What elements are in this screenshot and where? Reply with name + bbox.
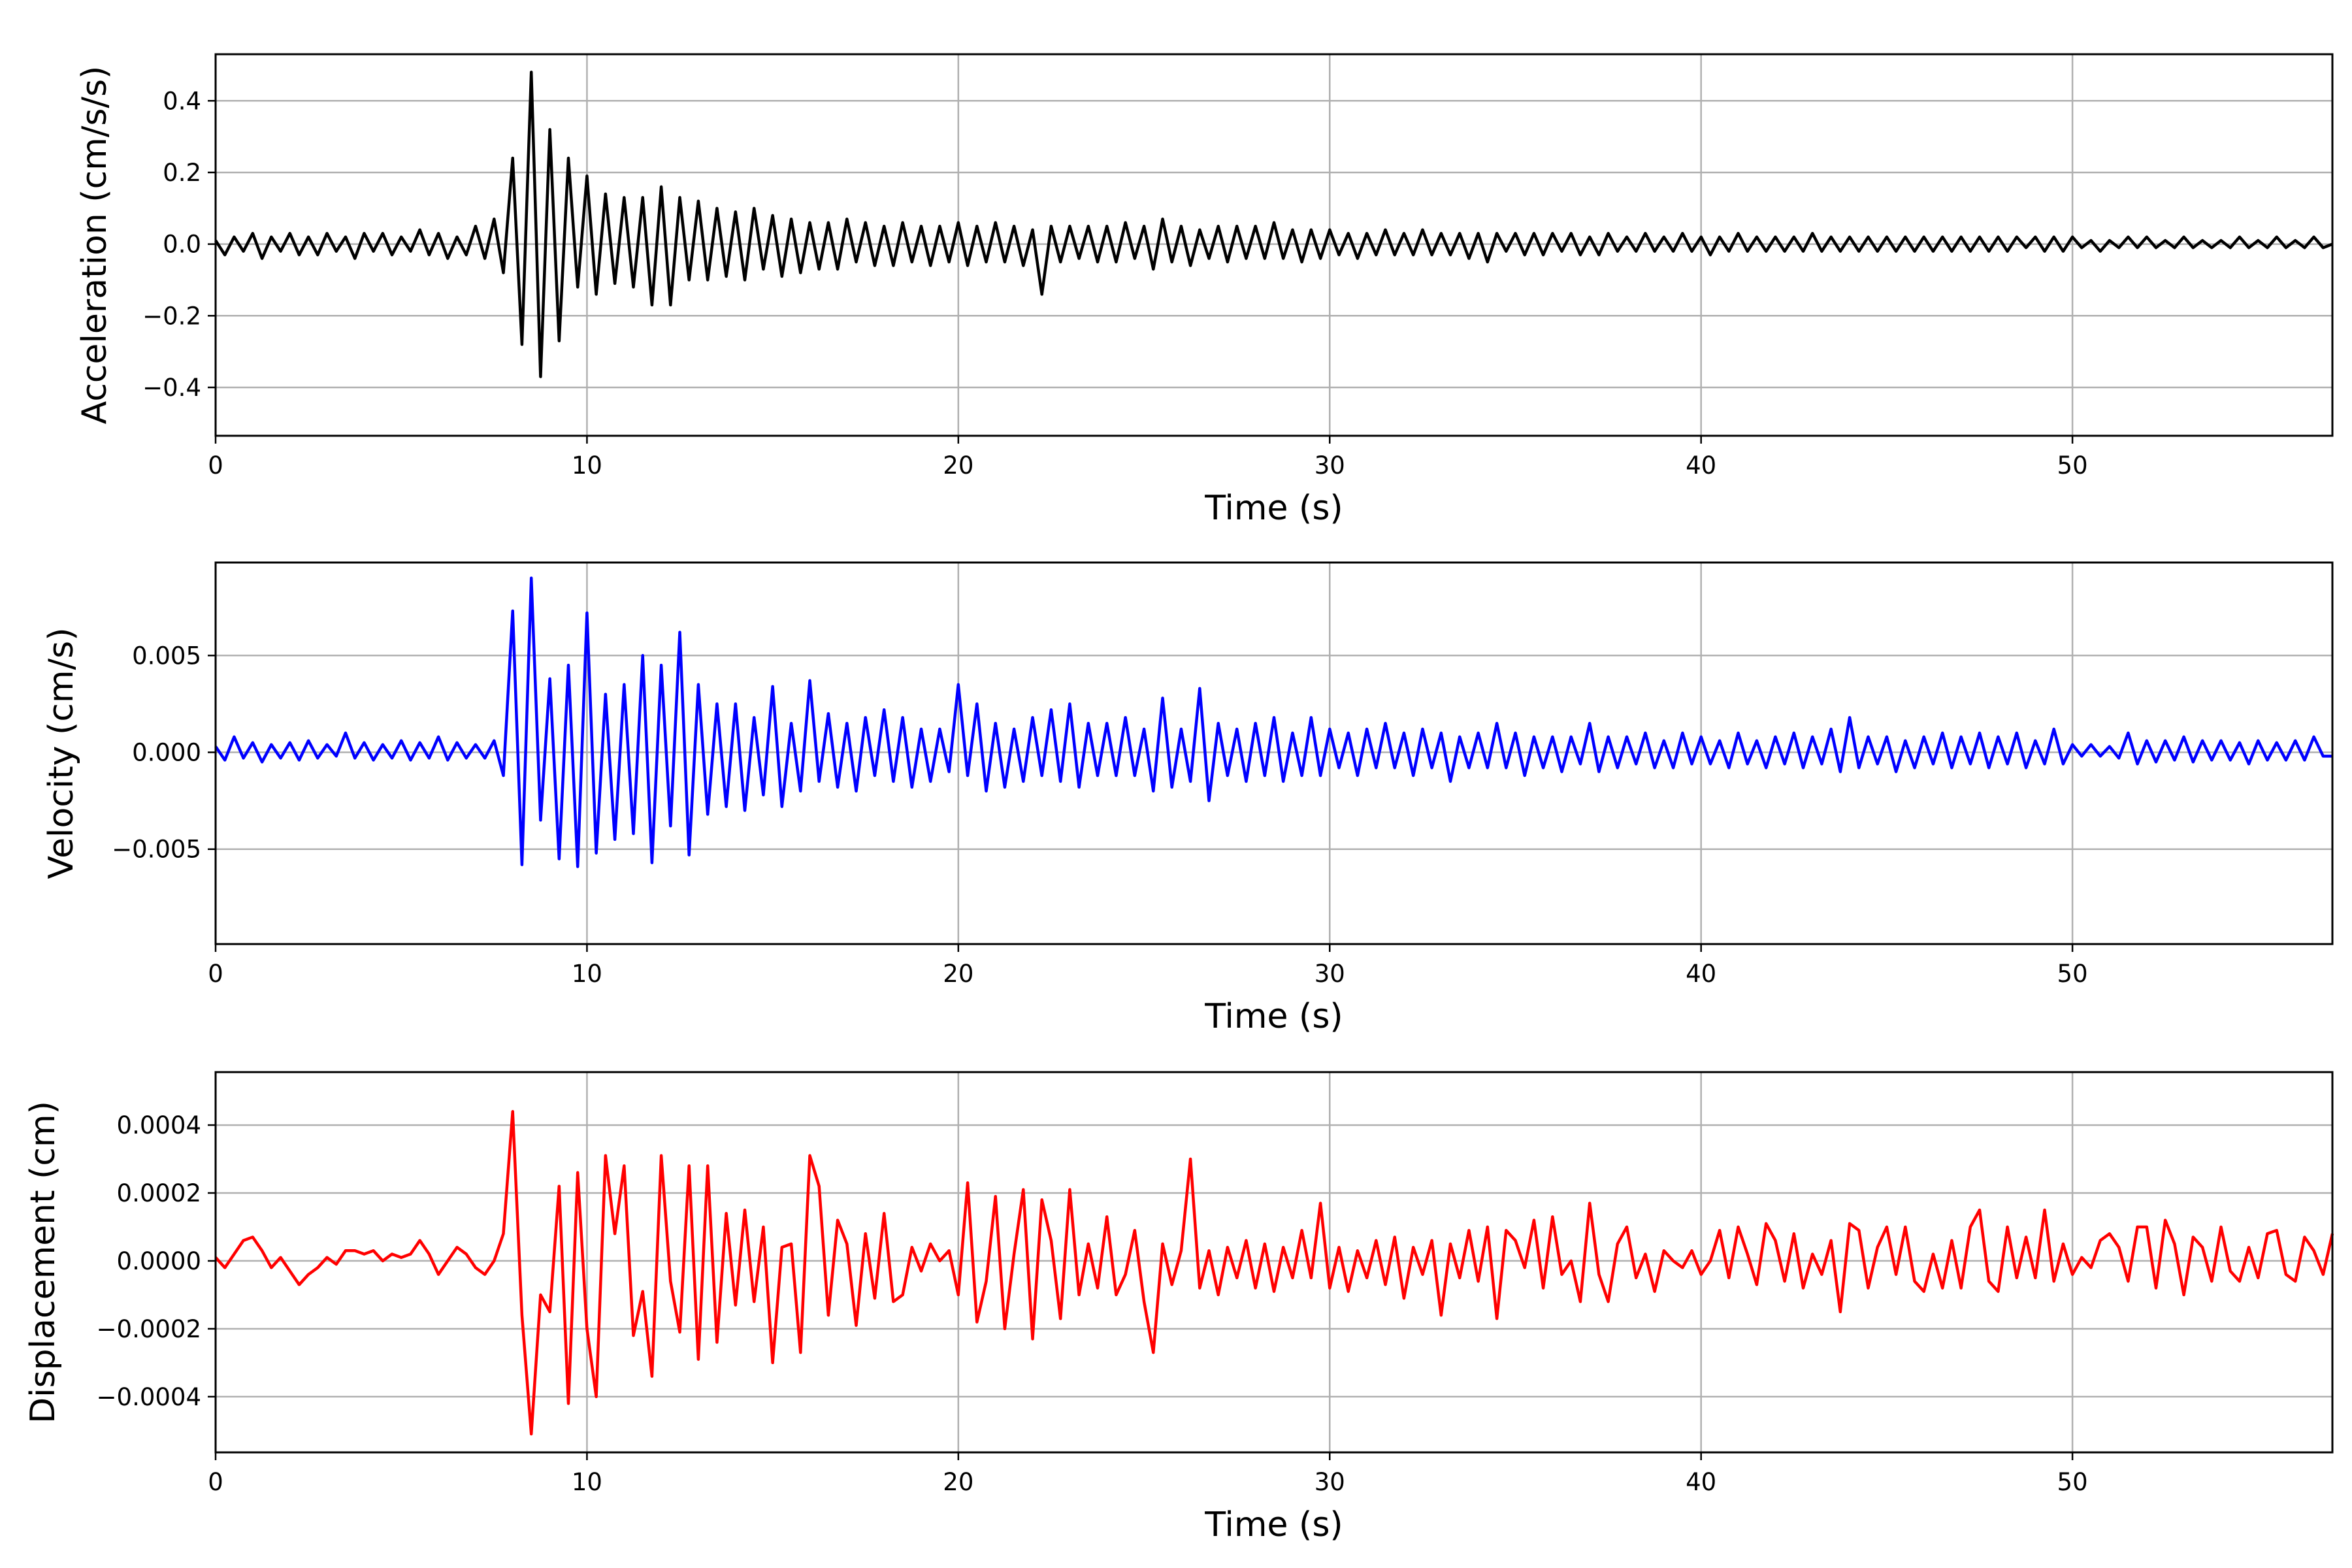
series-line (214, 576, 2332, 868)
x-tick-label: 30 (1315, 1468, 1345, 1496)
y-tick-label: −0.4 (142, 374, 201, 402)
x-tick-label: 50 (2057, 451, 2088, 480)
axes-frame (214, 1071, 2334, 1454)
subplot-2: 0 10 20 30 40 50 −0.005 0.000 0.005 Time (s) Veloc… (42, 561, 2334, 1036)
x-tick-label: 30 (1315, 960, 1345, 988)
x-axis-label: Time (s) (1204, 1505, 1343, 1544)
y-tick-label: −0.005 (112, 836, 201, 864)
x-axis-label: Time (s) (1204, 489, 1343, 528)
y-tick-label: 0.000 (132, 739, 201, 767)
subplot-1: 0 10 20 30 40 50 −0.4 −0.2 0.0 0.2 0.4 Time (s) Acce… (75, 53, 2334, 528)
y-tick-label: 0.4 (163, 87, 201, 115)
x-tick-label: 10 (572, 451, 602, 480)
y-tick-label: 0.0000 (117, 1247, 201, 1275)
y-tick-label: −0.0002 (97, 1315, 201, 1343)
x-tick-label: 40 (1686, 451, 1716, 480)
x-tick-label: 50 (2057, 1468, 2088, 1496)
x-tick-label: 30 (1315, 451, 1345, 480)
y-tick-label: 0.0004 (117, 1111, 201, 1139)
x-tick-label: 0 (208, 451, 223, 480)
x-tick-label: 0 (208, 960, 223, 988)
y-tick-label: 0.005 (132, 642, 201, 670)
x-tick-label: 40 (1686, 1468, 1716, 1496)
x-axis-label: Time (s) (1204, 997, 1343, 1036)
x-tick-label: 20 (943, 1468, 973, 1496)
axes-frame (214, 53, 2334, 437)
y-tick-label: 0.2 (163, 159, 201, 187)
y-axis-label: Velocity (cm/s) (42, 628, 81, 879)
y-tick-label: −0.0004 (97, 1383, 201, 1411)
x-tick-label: 0 (208, 1468, 223, 1496)
y-tick-label: 0.0 (163, 231, 201, 259)
x-tick-label: 20 (943, 960, 973, 988)
series-line (214, 1110, 2334, 1436)
y-tick-label: 0.0002 (117, 1179, 201, 1207)
y-tick-label: −0.2 (142, 302, 201, 330)
x-tick-label: 50 (2057, 960, 2088, 988)
x-tick-label: 20 (943, 451, 973, 480)
subplot-3: 0 10 20 30 40 50 −0.0004 −0.0002 0.0000 0.0002 0.0… (24, 1071, 2334, 1544)
y-axis-label: Displacement (cm) (24, 1101, 63, 1424)
y-axis-label: Acceleration (cm/s/s) (75, 66, 114, 425)
series-line (214, 71, 2333, 378)
axes-frame (214, 561, 2334, 945)
x-tick-label: 10 (572, 1468, 602, 1496)
x-tick-label: 10 (572, 960, 602, 988)
x-tick-label: 40 (1686, 960, 1716, 988)
